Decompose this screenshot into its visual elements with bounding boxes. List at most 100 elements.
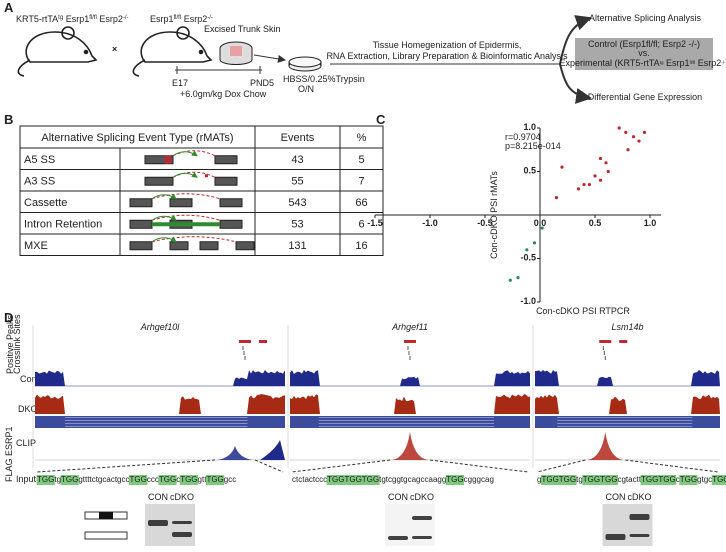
y-axis-label: Con-cDKO PSI rMATs xyxy=(489,171,499,259)
con-coverage xyxy=(290,370,530,386)
panel-d: D Positive Peaks Crosslink Sites Con DKO… xyxy=(4,310,726,546)
point xyxy=(516,276,520,280)
junction xyxy=(151,193,221,200)
sequence-segment: TGG xyxy=(206,475,223,484)
zoom-line xyxy=(36,459,216,473)
cross-symbol: × xyxy=(112,44,117,54)
zoom-line xyxy=(254,459,284,473)
text: Experimental (KRT5-rtTA xyxy=(559,58,659,68)
comparison-text: vs. xyxy=(638,48,650,58)
point xyxy=(598,156,603,161)
table-cell: Intron Retention xyxy=(24,218,102,230)
x-tick-label: 0.0 xyxy=(534,218,547,228)
gel-band xyxy=(605,534,626,540)
point xyxy=(637,139,641,143)
text: Esrp1 xyxy=(150,14,174,24)
table-cell: 6 xyxy=(358,218,364,230)
motif-highlight xyxy=(711,475,726,485)
gel-band xyxy=(172,532,192,537)
text: Esrp2 xyxy=(97,14,123,24)
point xyxy=(598,178,603,182)
point xyxy=(508,278,512,282)
text: -/- xyxy=(123,15,129,21)
exon xyxy=(144,176,174,186)
arrow xyxy=(253,54,286,63)
table-cell: Cassette xyxy=(24,197,67,209)
sequence-segment: TGGTGG xyxy=(583,475,618,484)
peak xyxy=(599,340,612,343)
x-tick-label: 1.0 xyxy=(644,218,657,228)
arrow xyxy=(559,15,592,65)
junction xyxy=(151,193,177,200)
lane-label: CON xyxy=(388,492,408,502)
panel-label: B xyxy=(4,112,13,127)
point xyxy=(532,241,537,245)
text: Esrp1 xyxy=(663,58,689,68)
text: Esrp1 xyxy=(63,14,89,24)
track-label: Crosslink Sites xyxy=(12,314,22,374)
peak xyxy=(619,340,628,343)
junction xyxy=(172,171,198,178)
text: -/- xyxy=(207,15,213,21)
gel-band xyxy=(388,536,408,540)
isoform-exon xyxy=(99,512,113,519)
exon xyxy=(214,176,238,186)
step-label: O/N xyxy=(298,84,314,94)
table-cell: A5 SS xyxy=(24,154,55,166)
gene-name: Arhgef10l xyxy=(140,322,181,332)
gel-band xyxy=(629,534,650,537)
exon xyxy=(214,155,238,165)
point xyxy=(540,226,544,230)
exon xyxy=(169,198,193,208)
point xyxy=(604,161,608,165)
sequence-segment: cgggcag xyxy=(464,475,494,484)
point xyxy=(582,182,586,187)
y-tick-label: -0.5 xyxy=(520,253,536,263)
x-tick-label: -0.5 xyxy=(477,218,493,228)
junction xyxy=(151,214,221,221)
mouse-icon xyxy=(17,26,98,77)
gel-band xyxy=(629,514,650,520)
x-axis-label: Con-cDKO PSI RTPCR xyxy=(536,306,630,316)
motif-highlight xyxy=(36,475,55,485)
text: KRT5-rtTA xyxy=(16,14,58,24)
arrow xyxy=(559,63,592,104)
table-cell: 131 xyxy=(288,240,306,252)
exon xyxy=(129,219,153,229)
table-cell: 55 xyxy=(291,175,303,187)
mouse-genotype: Esrp1fl/fl Esrp2-/- xyxy=(150,14,213,24)
panel-c: C -1.5 -1.0 -0.5 0.0 0.5 1.0-1.0-0.50.51.0r=0… xyxy=(367,112,661,316)
table-cell: 66 xyxy=(355,197,367,209)
point xyxy=(626,148,630,152)
junction xyxy=(172,150,216,157)
sequence-segment: TGG xyxy=(61,475,78,484)
con-coverage xyxy=(535,370,720,386)
lane-label: cDKO xyxy=(410,492,434,502)
sequence-segment: tg xyxy=(576,475,583,484)
alt-site xyxy=(205,174,208,178)
dish-icon xyxy=(288,56,322,72)
point xyxy=(554,196,559,200)
point xyxy=(631,135,636,139)
exon xyxy=(219,198,243,208)
gel-band xyxy=(412,536,432,539)
zoom-line xyxy=(291,459,391,473)
track-label: DKO xyxy=(18,404,38,414)
sequence-segment: TGG xyxy=(37,475,54,484)
sequence-segment: TGGTGG xyxy=(641,475,676,484)
table-cell: 543 xyxy=(288,197,306,209)
timepoint: E17 xyxy=(172,78,188,88)
sequence-segment: c xyxy=(676,475,680,484)
table-cell: 5 xyxy=(358,154,364,166)
table-cell: MXE xyxy=(24,240,48,252)
dko-coverage xyxy=(290,394,530,414)
table-cell: 7 xyxy=(358,175,364,187)
sequence-segment: TGG xyxy=(159,475,176,484)
panel-label: A xyxy=(4,0,14,15)
exon xyxy=(219,219,243,229)
junction xyxy=(151,214,177,221)
motif-highlight xyxy=(679,475,698,485)
gene-name: Arhgef11 xyxy=(391,322,428,332)
gene-name: Lsm14b xyxy=(611,322,643,332)
clip-peak xyxy=(217,446,253,460)
